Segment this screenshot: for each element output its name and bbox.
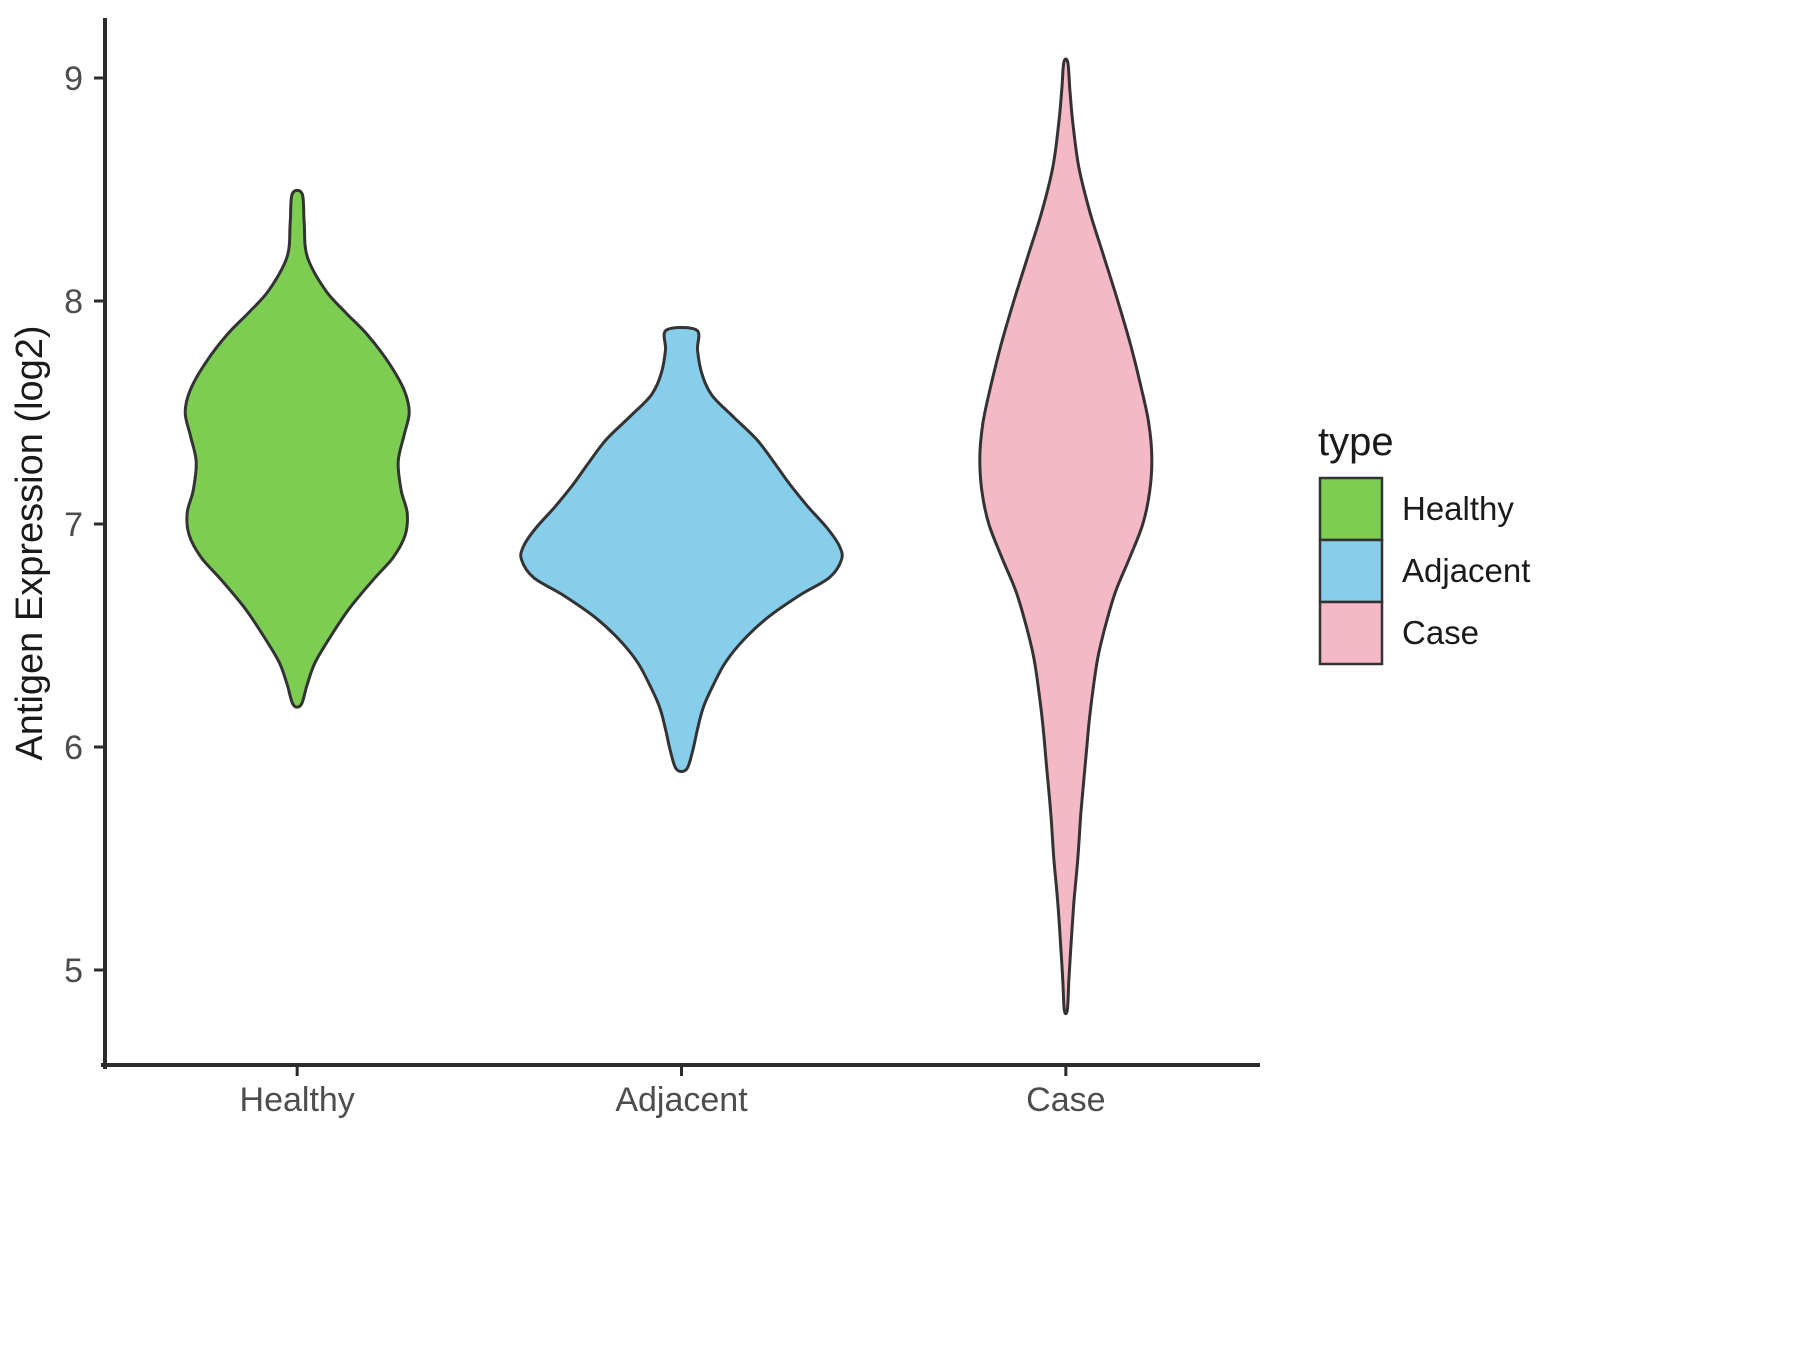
y-tick-label: 9 <box>64 60 83 98</box>
y-tick-label: 7 <box>64 506 83 544</box>
violin-case <box>978 57 1154 1016</box>
legend-key-adjacent <box>1318 538 1384 604</box>
legend-key-healthy <box>1318 476 1384 542</box>
axes-layer: 5 6 7 8 9 Healthy Adjacent Case <box>64 18 1260 1119</box>
legend-label-healthy: Healthy <box>1402 490 1514 527</box>
legend-label-adjacent: Adjacent <box>1402 552 1530 589</box>
legend-entries: Healthy Adjacent Case <box>1318 476 1530 666</box>
violins-layer <box>183 57 1154 1016</box>
y-tick-label: 6 <box>64 729 83 767</box>
y-tick-label: 8 <box>64 283 83 321</box>
violin-healthy <box>183 188 411 709</box>
legend-key-case <box>1318 600 1384 666</box>
x-tick-label: Case <box>1026 1081 1105 1119</box>
x-tick-label: Healthy <box>240 1081 355 1119</box>
y-axis-title: Antigen Expression (log2) <box>9 325 51 760</box>
y-tick-label: 5 <box>64 952 83 990</box>
legend-title: type <box>1318 420 1394 464</box>
x-tick-label: Adjacent <box>615 1081 748 1119</box>
legend-label-case: Case <box>1402 614 1479 651</box>
violin-adjacent <box>519 325 844 774</box>
legend: type Healthy Adjacent Case <box>1318 420 1530 666</box>
